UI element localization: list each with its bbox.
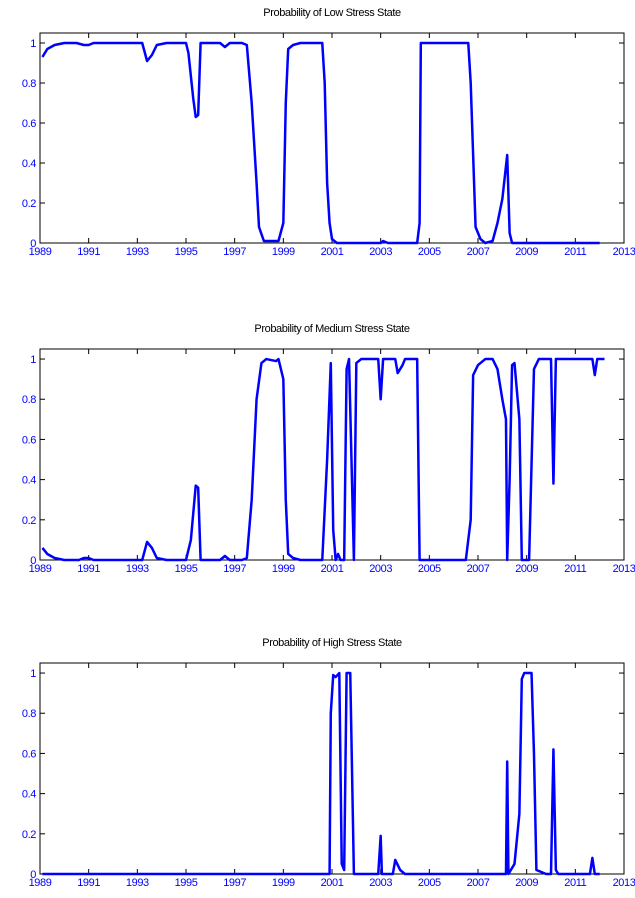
x-tick-label: 1989 — [29, 563, 52, 575]
plot-frame — [39, 32, 625, 244]
x-tick-label: 2003 — [369, 877, 392, 889]
x-tick-label: 2013 — [613, 246, 635, 258]
y-tick-label: 1 — [30, 38, 36, 50]
data-line — [42, 671, 600, 876]
y-tick-label: 0.8 — [22, 394, 36, 406]
x-tick-label: 2013 — [613, 877, 635, 889]
y-tick-label: 0.8 — [22, 708, 36, 720]
y-tick-label: 0 — [30, 869, 36, 881]
x-tick-label: 1991 — [77, 877, 100, 889]
x-tick-label: 1991 — [77, 563, 100, 575]
x-tick-label: 2011 — [564, 877, 586, 889]
x-tick-label: 2009 — [515, 246, 538, 258]
x-tick-label: 2005 — [418, 563, 441, 575]
y-tick-label: 0.4 — [22, 158, 36, 170]
y-tick-label: 0 — [30, 555, 36, 567]
x-tick-label: 2001 — [321, 563, 344, 575]
x-tick-label: 1997 — [223, 877, 246, 889]
x-tick-label: 2005 — [418, 246, 441, 258]
y-tick-label: 0.4 — [22, 475, 36, 487]
x-tick-label: 1989 — [29, 246, 52, 258]
x-tick-label: 1991 — [77, 246, 100, 258]
x-tick-label: 2009 — [515, 877, 538, 889]
x-tick-label: 1989 — [29, 877, 52, 889]
x-tick-label: 1995 — [175, 246, 198, 258]
y-tick-label: 0.2 — [22, 198, 36, 210]
x-tick-label: 1993 — [126, 877, 149, 889]
data-line — [41, 357, 605, 562]
x-tick-label: 2001 — [321, 246, 344, 258]
chart-title: Probability of High Stress State — [262, 637, 402, 649]
x-tick-label: 2007 — [467, 563, 490, 575]
x-tick-label: 1999 — [272, 877, 295, 889]
y-tick-label: 0.6 — [22, 118, 36, 130]
x-tick-label: 2013 — [613, 563, 635, 575]
x-tick-label: 2005 — [418, 877, 441, 889]
y-tick-label: 0.6 — [22, 748, 36, 760]
x-tick-label: 2003 — [369, 246, 392, 258]
y-tick-label: 0.2 — [22, 515, 36, 527]
x-tick-label: 1999 — [272, 246, 295, 258]
y-tick-label: 1 — [30, 668, 36, 680]
x-tick-label: 2011 — [564, 563, 586, 575]
x-tick-label: 1997 — [223, 246, 246, 258]
data-line — [41, 41, 600, 245]
x-tick-label: 1993 — [126, 246, 149, 258]
y-tick-label: 0.6 — [22, 434, 36, 446]
x-tick-label: 2007 — [467, 246, 490, 258]
x-tick-label: 1995 — [175, 877, 198, 889]
x-tick-label: 2007 — [467, 877, 490, 889]
y-tick-label: 0.2 — [22, 829, 36, 841]
x-tick-label: 2003 — [369, 563, 392, 575]
x-tick-label: 1995 — [175, 563, 198, 575]
y-tick-label: 1 — [30, 354, 36, 366]
x-tick-label: 1999 — [272, 563, 295, 575]
x-tick-label: 1997 — [223, 563, 246, 575]
x-tick-label: 1993 — [126, 563, 149, 575]
chart-title: Probability of Low Stress State — [263, 7, 401, 19]
x-tick-label: 2001 — [321, 877, 344, 889]
y-tick-label: 0 — [30, 238, 36, 250]
y-tick-label: 0.8 — [22, 78, 36, 90]
y-tick-label: 0.4 — [22, 789, 36, 801]
chart-title: Probability of Medium Stress State — [254, 323, 409, 335]
x-tick-label: 2011 — [564, 246, 586, 258]
x-tick-label: 2009 — [515, 563, 538, 575]
